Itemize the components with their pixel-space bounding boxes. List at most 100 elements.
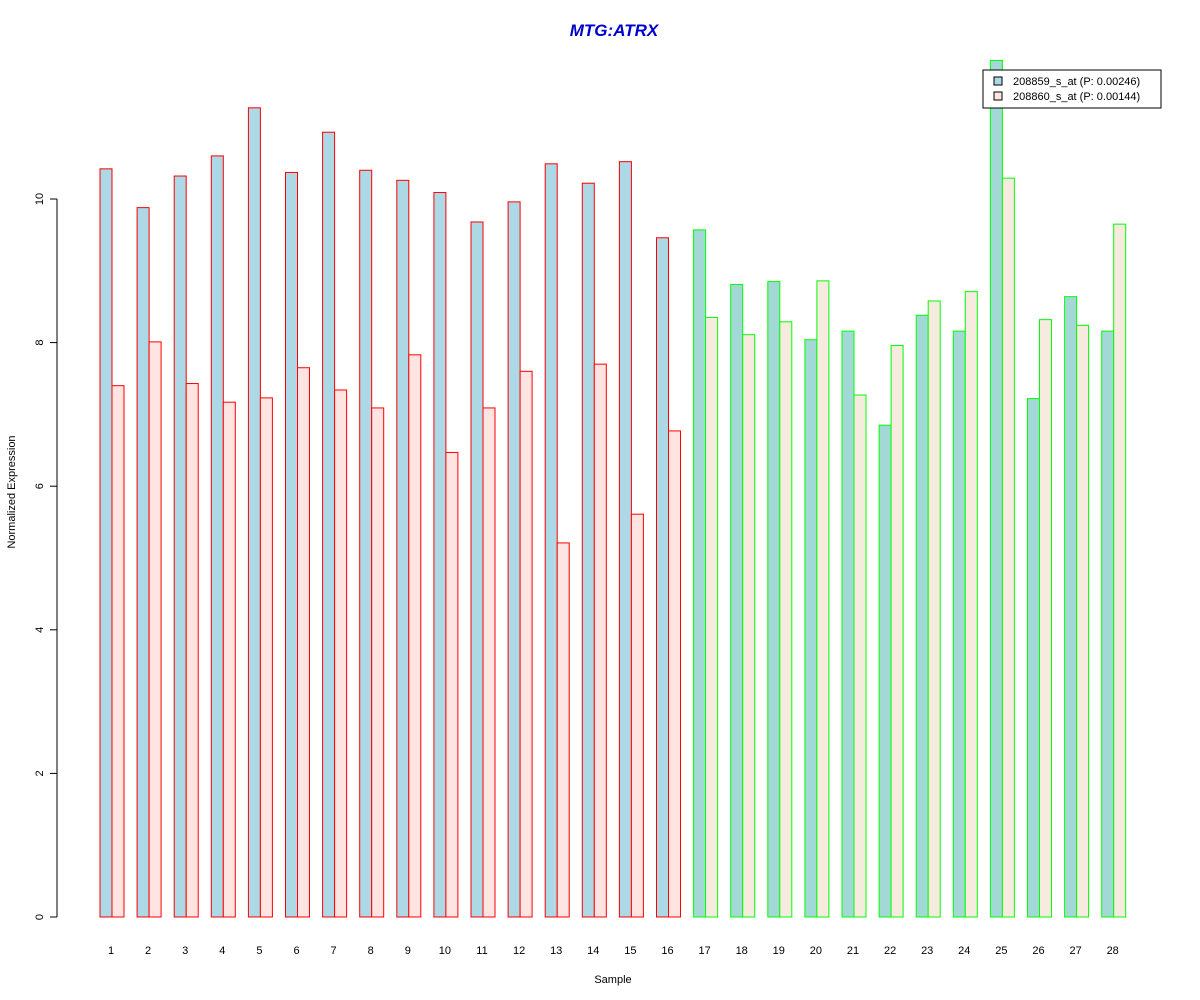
y-tick-label: 6 [34,483,46,489]
bar-sample-2-series-1 [136,207,150,918]
bar-sample-23-series-2 [927,300,941,918]
bar-sample-5-series-1 [247,107,261,918]
chart-title: MTG:ATRX [570,21,660,40]
x-axis-labels: 1 2 3 4 5 6 7 8 9 10 11 12 13 14 15 16 17 18 19 20 21 22 23 24 2… [108,945,1119,957]
bar-sample-27-series-2 [1076,324,1090,918]
bar-sample-19-series-1 [767,281,781,918]
bar-sample-28-series-1 [1101,330,1115,918]
bar-sample-28-series-2 [1113,223,1127,918]
x-tick-label: 19 [773,945,785,957]
legend-swatch-series-1 [993,76,1003,86]
x-tick-label: 25 [995,945,1007,957]
bar-sample-17-series-2 [705,316,719,918]
x-tick-label: 18 [736,945,748,957]
x-tick-label: 20 [810,945,822,957]
bar-sample-9-series-2 [408,354,422,918]
bar-sample-19-series-2 [779,321,793,918]
bar-sample-8-series-1 [359,169,373,918]
legend-box [982,69,1162,109]
bar-sample-15-series-1 [618,161,632,918]
bar-sample-15-series-2 [630,513,644,918]
bar-sample-9-series-1 [396,179,410,918]
bar-sample-7-series-1 [322,131,336,918]
y-axis-label: Normalized Expression [6,435,18,548]
bar-sample-20-series-1 [804,339,818,918]
bar-sample-24-series-1 [952,330,966,918]
x-tick-label: 1 [108,945,114,957]
bar-sample-6-series-1 [285,171,298,918]
bar-sample-18-series-1 [730,283,744,918]
legend: 208859_s_at (P: 0.00246) 208860_s_at (P:… [982,69,1162,109]
bar-sample-4-series-1 [210,155,224,918]
bar-sample-17-series-1 [693,229,707,918]
bar-sample-18-series-2 [742,334,756,918]
x-tick-label: 5 [256,945,262,957]
bar-sample-26-series-1 [1027,398,1040,918]
x-tick-label: 4 [219,945,225,957]
bar-sample-6-series-2 [297,367,310,918]
legend-label-series-1: 208859_s_at (P: 0.00246) [1013,76,1140,88]
bar-sample-25-series-2 [1001,177,1015,918]
x-tick-label: 26 [1032,945,1044,957]
bar-sample-12-series-1 [507,201,521,918]
y-tick-label: 4 [34,627,46,633]
x-tick-label: 17 [698,945,710,957]
bar-sample-7-series-2 [334,389,348,918]
bar-sample-16-series-1 [656,237,669,918]
bar-sample-16-series-2 [668,430,681,918]
bar-sample-22-series-2 [890,344,904,918]
bar-sample-13-series-2 [556,542,570,918]
x-tick-label: 10 [439,945,451,957]
y-tick-label: 10 [34,193,46,205]
bar-sample-3-series-1 [173,175,187,918]
bar-sample-3-series-2 [185,383,199,918]
bar-sample-11-series-2 [482,407,496,918]
bar-sample-13-series-1 [544,163,558,918]
bar-sample-23-series-1 [915,314,929,918]
x-tick-label: 14 [587,945,599,957]
bar-sample-22-series-1 [878,424,892,918]
x-tick-label: 3 [182,945,188,957]
bar-sample-10-series-1 [433,192,447,918]
bar-sample-14-series-1 [581,182,595,918]
bar-sample-27-series-1 [1064,296,1078,918]
bar-sample-1-series-2 [111,385,125,918]
x-tick-label: 24 [958,945,970,957]
bar-sample-21-series-1 [841,330,855,918]
y-tick-label: 0 [34,914,46,920]
bars-group [99,59,1127,918]
x-tick-label: 7 [331,945,337,957]
x-tick-label: 15 [624,945,636,957]
y-axis: 0 2 4 6 8 10 [34,193,58,920]
bar-sample-12-series-2 [519,370,533,918]
y-tick-label: 8 [34,340,46,346]
bar-sample-2-series-2 [148,341,162,918]
x-tick-label: 13 [550,945,562,957]
bar-sample-10-series-2 [445,451,459,918]
x-tick-label: 12 [513,945,525,957]
legend-label-series-2: 208860_s_at (P: 0.00144) [1013,91,1140,103]
x-axis-label: Sample [594,974,631,986]
bar-sample-25-series-1 [989,59,1003,918]
x-tick-label: 2 [145,945,151,957]
x-tick-label: 8 [368,945,374,957]
x-tick-label: 23 [921,945,933,957]
legend-swatch-series-2 [993,91,1003,101]
bar-sample-14-series-2 [593,363,607,918]
bar-sample-5-series-2 [259,397,273,918]
bar-sample-8-series-2 [371,407,385,918]
x-tick-label: 6 [293,945,299,957]
bar-sample-1-series-1 [99,168,113,918]
bar-sample-21-series-2 [853,394,867,918]
y-tick-label: 2 [34,770,46,776]
x-tick-label: 9 [405,945,411,957]
x-tick-label: 22 [884,945,896,957]
x-tick-label: 16 [661,945,673,957]
bar-sample-11-series-1 [470,221,484,918]
bar-sample-26-series-2 [1039,319,1052,918]
bar-sample-20-series-2 [816,280,830,918]
x-tick-label: 28 [1107,945,1119,957]
x-tick-label: 21 [847,945,859,957]
x-tick-label: 11 [476,945,487,957]
